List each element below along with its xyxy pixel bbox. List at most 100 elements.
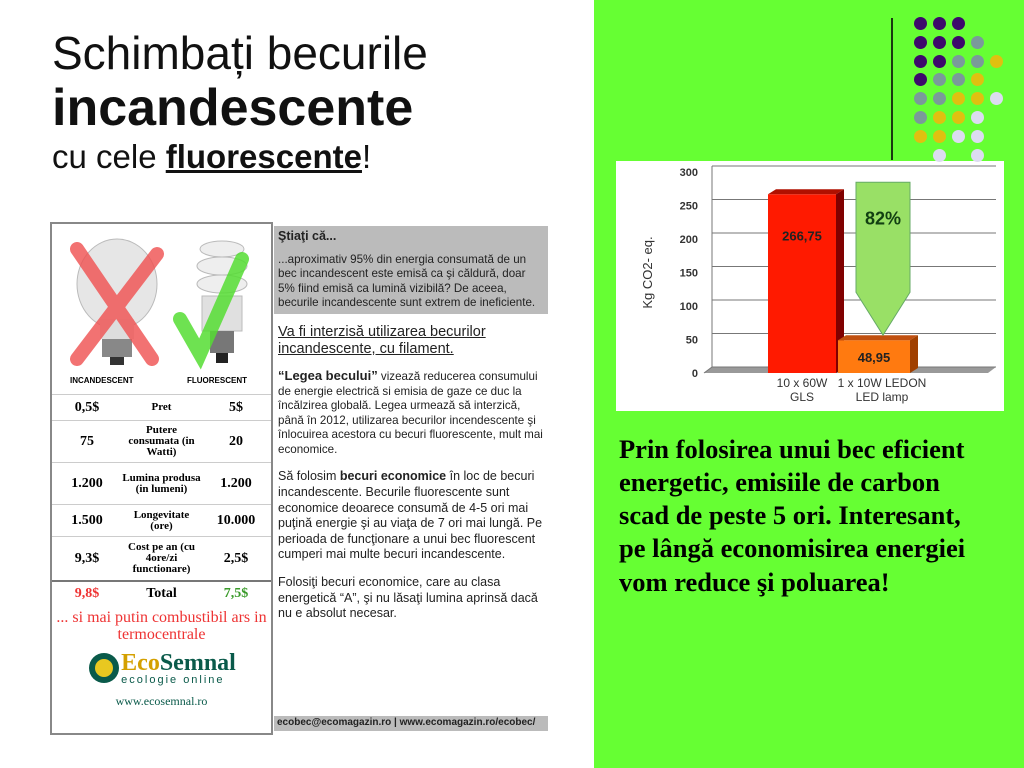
decor-dot [914,111,927,124]
decor-dot [933,35,946,49]
title-suffix: ! [361,138,372,175]
decor-dot [971,35,984,49]
red-x-icon [70,242,164,366]
eco-text: în loc de becuri incandescente. Becurile… [278,469,543,562]
ecosemnal-logo: EcoSemnal ecologie online [52,650,271,686]
data-label: 266,75 [782,228,822,243]
co2-chart: 0 50 100 150 200 250 300 Kg CO2- eq. 266,75 10 x … [616,161,1004,411]
decor-dot [914,35,927,49]
did-you-know-title: Ştiaţi că... [278,229,337,243]
slogan: ... si mai putin combustibil ars in term… [56,609,267,643]
cell-right: 20 [229,433,243,449]
ecosemnal-url[interactable]: www.ecosemnal.ro [115,693,208,708]
bar [768,194,836,373]
decor-dot [933,111,946,124]
decor-dot [971,92,984,106]
logo-semnal: Semnal [159,649,236,676]
decor-dot [971,73,984,87]
incandescent-bulb-icon [76,238,158,365]
title-line-1: Schimbați becurile [52,27,428,79]
cell-label: Cost pe an (cu 4ore/zi functionare) [128,541,195,575]
cell-left: 1.200 [71,475,103,491]
table-row: 1.500 Longevitate (ore) 10.000 [52,504,271,536]
law-paragraph: “Legea becului” vizează reducerea consum… [278,368,544,457]
reduction-percent: 82% [865,208,901,228]
y-axis-label: Kg CO2- eq. [640,236,655,308]
y-tick-label: 300 [680,167,698,179]
y-tick-label: 200 [680,234,698,246]
y-axis-base [703,366,713,374]
decor-dot [914,92,927,106]
total-label: Total [146,586,177,601]
advice-paragraph: Folosiţi becuri economice, care au clasa… [278,575,538,621]
decor-dot [971,54,984,68]
decor-dot [952,129,965,143]
decor-dot [933,54,946,68]
cell-label: Longevitate (ore) [133,508,190,532]
slide-title: Schimbați becurile incandescente cu cele… [52,30,428,173]
x-tick-label: 1 x 10W LEDON [838,376,927,390]
economic-paragraph: Să folosim becuri economice în loc de be… [278,469,544,563]
bar [838,340,910,373]
x-tick-label: GLS [790,390,814,404]
y-tick-label: 250 [680,201,698,213]
fluorescent-label: FLUORESCENT [187,376,247,385]
table-row: 1.200 Lumina produsa (in lumeni) 1.200 [52,462,271,504]
chart-svg: 0 50 100 150 200 250 300 Kg CO2- eq. 266,75 10 x … [640,165,996,404]
divider-line [891,18,893,160]
cell-right: 10.000 [216,512,256,528]
title-line-3: cu cele fluorescente! [52,140,428,173]
contact-footer[interactable]: ecobec@ecomagazin.ro | www.ecomagazin.ro… [274,716,548,731]
logo-subtitle: ecologie online [121,673,225,686]
did-you-know-text: ...aproximativ 95% din energia consumată… [278,252,536,310]
decor-dot [933,92,946,106]
cell-label: Lumina produsa (in lumeni) [122,471,201,495]
x-tick-label: LED lamp [856,390,909,404]
comparison-table: 0,5$ Pret 5$ 75 Putere consumata (in Watti) 2… [52,394,271,580]
bulbs-illustration [70,238,249,370]
decor-dot [971,148,984,162]
decor-dot [933,129,946,143]
cell-label: Pret [151,401,172,413]
decor-dot [933,73,946,87]
table-row: 75 Putere consumata (in Watti) 20 [52,420,271,462]
decor-dot [914,129,927,143]
decor-dot [952,111,965,124]
y-tick-label: 150 [680,268,698,280]
bulbs-image: INCANDESCENT FLUORESCENT [52,224,271,394]
y-tick-label: 0 [692,368,698,380]
decor-dot [971,129,984,143]
reduction-arrow [855,181,911,337]
decor-dot [990,92,1003,106]
logo-eco: Eco [121,649,160,676]
decor-dot [914,17,927,30]
conclusion-text: Prin folosirea unui bec eficient energet… [619,434,966,597]
cell-right: 1.200 [220,475,252,491]
cell-left: 75 [80,433,94,449]
decor-dot [933,148,946,162]
decor-dot [952,73,965,87]
incandescent-label: INCANDESCENT [70,376,134,385]
table-row: 9,3$ Cost pe an (cu 4ore/zi functionare) 2… [52,536,271,580]
cell-left: 9,3$ [74,550,100,566]
bar-side [836,189,844,373]
cell-label: Putere consumata (in Watti) [128,424,195,458]
decor-dot [971,111,984,124]
table-row: 0,5$ Pret 5$ [52,394,271,420]
eco-bold: becuri economice [339,469,447,484]
ecosemnal-logo-icon [89,652,120,683]
title-prefix: cu cele [52,138,166,175]
comparison-card: INCANDESCENT FLUORESCENT 0,5$ Pret 5$ 75 Put… [50,222,273,735]
bar-top [838,335,918,341]
decor-dot [914,73,927,87]
eco-pre: Să folosim [278,469,340,484]
decor-dot [990,54,1003,68]
ban-heading: Va fi interzisă utilizarea becurilor inc… [278,323,486,357]
title-bold: fluorescente [165,138,362,175]
cell-right: 2,5$ [223,550,249,566]
green-check-icon [173,252,249,370]
law-text: vizează reducerea consumului de energie … [278,370,543,456]
cell-right: 5$ [229,399,243,415]
decor-dot [933,17,946,30]
total-row: 9,8$ Total 7,5$ [52,580,271,606]
